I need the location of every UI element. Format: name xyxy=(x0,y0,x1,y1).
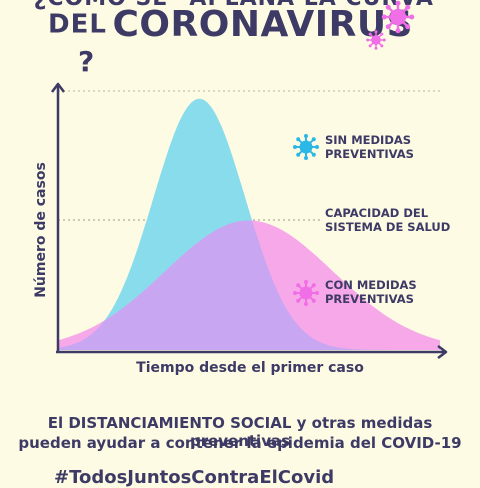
title-suffix: ? xyxy=(78,45,95,78)
y-axis-label: Número de casos xyxy=(33,162,49,298)
capacity-label-line1: CAPACIDAD DEL xyxy=(325,206,429,220)
note-pre: El xyxy=(47,414,64,432)
title-main: CORONAVIRUS xyxy=(112,4,414,45)
note-line-1: El DISTANCIAMIENTO SOCIAL y otras medida… xyxy=(0,414,480,450)
legend-sin-line2: PREVENTIVAS xyxy=(325,147,414,161)
x-axis-label: Tiempo desde el primer caso xyxy=(136,360,364,376)
curve-overlap xyxy=(58,220,440,350)
virus-icon xyxy=(292,133,320,161)
title-prefix: DEL xyxy=(48,9,107,40)
legend-con-line2: PREVENTIVAS xyxy=(325,292,414,306)
legend-con-line1: CON MEDIDAS xyxy=(325,278,417,292)
title-line-2: DEL CORONAVIRUS ? xyxy=(48,4,448,78)
virus-icon xyxy=(365,29,387,51)
note-line-2: pueden ayudar a contener la epidemia del… xyxy=(18,434,462,452)
title-line-1: ¿CÓMO SE "APLANA LA CURVA" xyxy=(0,0,480,11)
virus-icon xyxy=(380,0,416,35)
curve-chart: Número de casos Tiempo desde el primer c… xyxy=(33,0,450,376)
x-axis-arrow xyxy=(437,345,448,359)
virus-icon xyxy=(292,279,320,307)
legend-sin-line1: SIN MEDIDAS xyxy=(325,133,411,147)
note-post: y otras medidas preventivas xyxy=(189,414,433,450)
y-axis-arrow xyxy=(51,82,65,93)
hashtag: #TodosJuntosContraElCovid xyxy=(54,467,335,488)
capacity-label-line2: SISTEMA DE SALUD xyxy=(325,220,450,234)
note-bold: DISTANCIAMIENTO SOCIAL xyxy=(68,414,292,432)
